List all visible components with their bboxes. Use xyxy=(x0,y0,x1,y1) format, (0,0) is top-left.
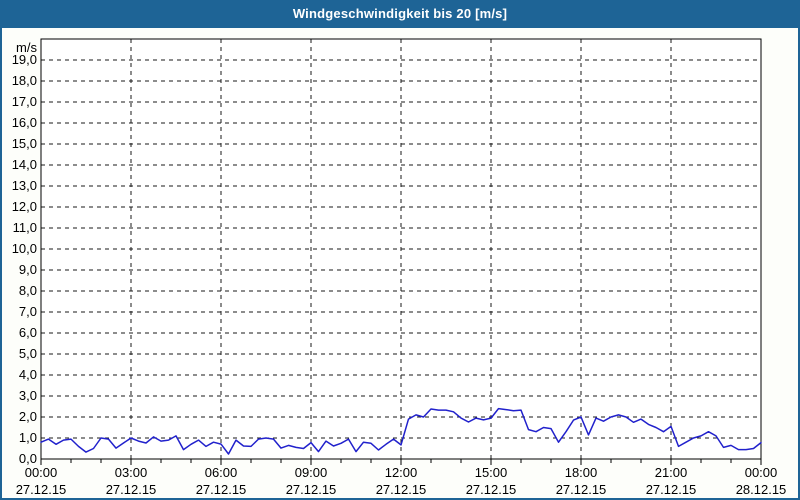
y-tick-label: 0,0 xyxy=(19,451,37,466)
y-tick-label: 14,0 xyxy=(12,157,37,172)
y-axis-unit-label: m/s xyxy=(16,40,37,55)
x-date-label: 27.12.15 xyxy=(286,482,337,497)
x-time-label: 18:00 xyxy=(565,465,598,480)
x-time-label: 12:00 xyxy=(385,465,418,480)
wind-speed-chart: 0,0 1,0 2,0 3,0 4,0 5,0 6,0 7,0 8,0 9,0 10,0 11,0 12… xyxy=(12,38,787,497)
x-date-label: 28.12.15 xyxy=(736,482,787,497)
chart-body: 0,0 1,0 2,0 3,0 4,0 5,0 6,0 7,0 8,0 9,0 10,0 11,0 12… xyxy=(2,28,798,498)
y-tick-label: 13,0 xyxy=(12,178,37,193)
x-time-label: 09:00 xyxy=(295,465,328,480)
x-date-label: 27.12.15 xyxy=(196,482,247,497)
x-date-label: 27.12.15 xyxy=(16,482,67,497)
y-tick-label: 2,0 xyxy=(19,409,37,424)
y-tick-label: 4,0 xyxy=(19,367,37,382)
chart-title: Windgeschwindigkeit bis 20 [m/s] xyxy=(292,6,508,21)
x-time-label: 03:00 xyxy=(115,465,148,480)
x-time-label: 06:00 xyxy=(205,465,238,480)
chart-title-bar: Windgeschwindigkeit bis 20 [m/s] xyxy=(2,0,798,28)
x-time-label: 21:00 xyxy=(655,465,688,480)
x-time-label: 00:00 xyxy=(745,465,778,480)
x-date-label: 27.12.15 xyxy=(376,482,427,497)
y-tick-label: 17,0 xyxy=(12,94,37,109)
x-time-label: 00:00 xyxy=(25,465,58,480)
y-tick-label: 5,0 xyxy=(19,346,37,361)
y-tick-label: 18,0 xyxy=(12,73,37,88)
y-tick-label: 10,0 xyxy=(12,241,37,256)
wind-speed-line xyxy=(40,407,762,455)
y-tick-label: 12,0 xyxy=(12,199,37,214)
x-date-label: 27.12.15 xyxy=(106,482,157,497)
y-tick-label: 7,0 xyxy=(19,304,37,319)
x-date-label: 27.12.15 xyxy=(646,482,697,497)
y-tick-label: 19,0 xyxy=(12,52,37,67)
y-tick-label: 3,0 xyxy=(19,388,37,403)
y-tick-label: 9,0 xyxy=(19,262,37,277)
y-tick-label: 6,0 xyxy=(19,325,37,340)
x-time-label: 15:00 xyxy=(475,465,508,480)
y-tick-label: 11,0 xyxy=(13,220,37,235)
y-tick-label: 16,0 xyxy=(12,115,37,130)
y-tick-label: 1,0 xyxy=(19,430,37,445)
x-date-label: 27.12.15 xyxy=(466,482,517,497)
x-date-label: 27.12.15 xyxy=(556,482,607,497)
y-tick-label: 15,0 xyxy=(12,136,37,151)
y-tick-label: 8,0 xyxy=(19,283,37,298)
